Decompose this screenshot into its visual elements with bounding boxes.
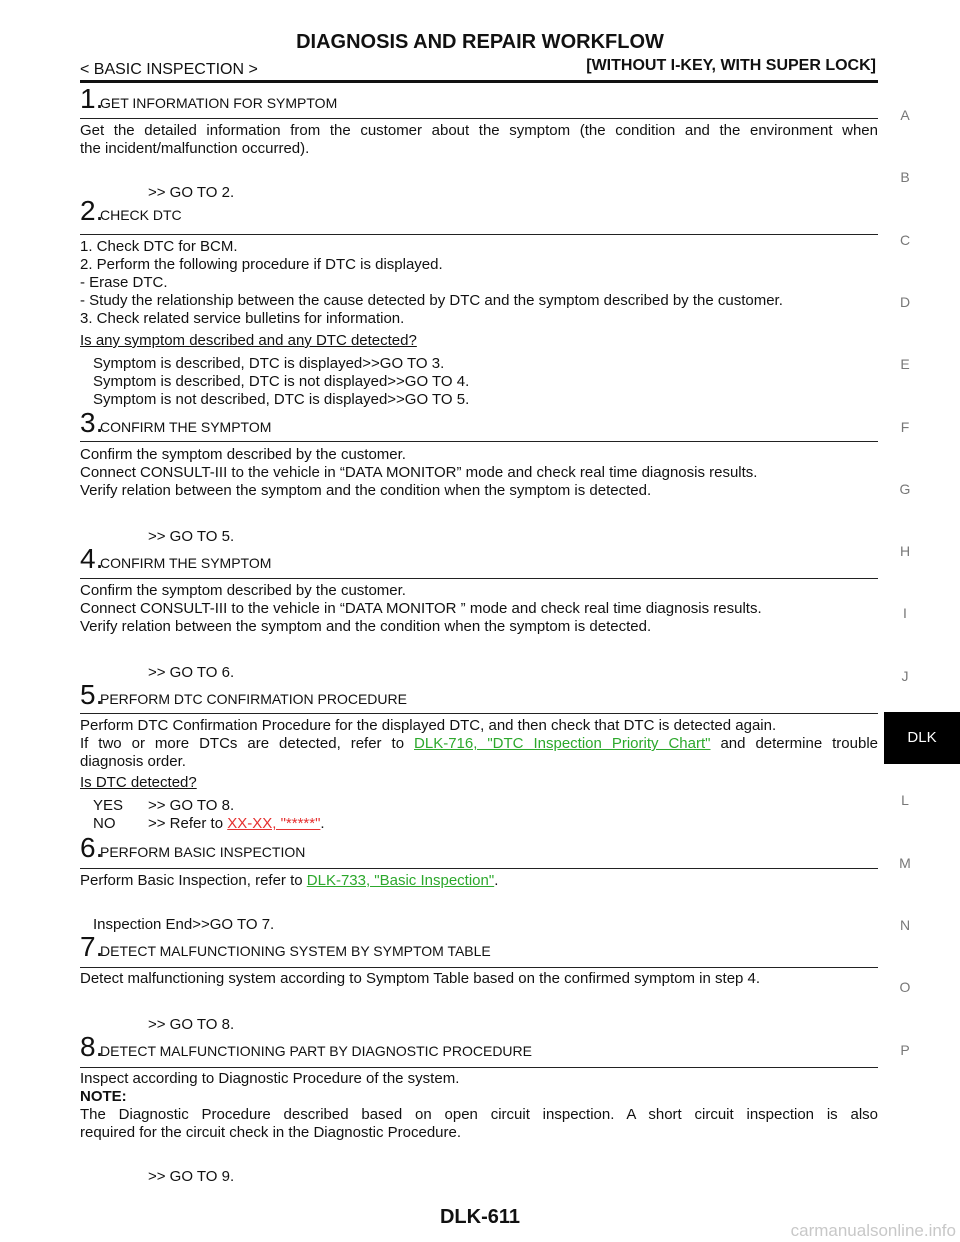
next-step: >> GO TO 9. (148, 1168, 235, 1185)
note-text: The Diagnostic Procedure described based… (80, 1106, 878, 1123)
body-text: - Erase DTC. (80, 274, 168, 291)
step-title: PERFORM BASIC INSPECTION (100, 844, 306, 860)
body-text: Perform DTC Confirmation Procedure for t… (80, 717, 777, 734)
step-title: CONFIRM THE SYMPTOM (100, 555, 272, 571)
section: < BASIC INSPECTION > (80, 61, 258, 78)
text: >> Refer to (148, 815, 228, 832)
index-letter: O (899, 979, 911, 996)
rule (80, 118, 878, 119)
body-text: the incident/malfunction occurred). (80, 140, 310, 157)
index-letter: P (900, 1041, 910, 1058)
body-text: If two or more DTCs are detected, refer … (80, 735, 878, 753)
step-number: 6. (80, 832, 104, 863)
index-letter: B (900, 169, 910, 186)
index-letter: A (900, 107, 910, 123)
body-text: Perform Basic Inspection, refer to DLK-7… (80, 872, 498, 890)
result: Symptom is described, DTC is not display… (93, 373, 470, 390)
step-number: 4. (80, 543, 104, 574)
body-text: Connect CONSULT-III to the vehicle in “D… (80, 464, 758, 481)
next-step: >> GO TO 8. (148, 1016, 235, 1033)
index-letter: J (901, 667, 909, 684)
index-letter: D (899, 293, 911, 310)
body-text: Detect malfunctioning system according t… (80, 970, 761, 987)
index-letter: N (899, 916, 911, 933)
rule (80, 234, 878, 235)
text: >> GO TO 8. (148, 797, 235, 814)
result: Symptom is described, DTC is displayed>>… (93, 355, 445, 372)
step-title: DETECT MALFUNCTIONING PART BY DIAGNOSTIC… (100, 1043, 532, 1059)
index-letter: I (903, 605, 907, 622)
result-label: NO (93, 815, 116, 832)
body-text: - Study the relationship between the cau… (80, 292, 783, 309)
body-text: Verify relation between the symptom and … (80, 482, 652, 499)
text: Perform Basic Inspection, refer to (80, 872, 307, 889)
rule (80, 1067, 878, 1068)
index-letter: F (900, 418, 910, 435)
step-title: CONFIRM THE SYMPTOM (100, 419, 272, 435)
step-number: 2. (80, 195, 104, 226)
page-title: DIAGNOSIS AND REPAIR WORKFLOW (296, 31, 664, 53)
index-tab-label: DLK (907, 729, 937, 746)
text: If two or more DTCs are detected, refer … (80, 735, 415, 752)
note-label: NOTE: (80, 1088, 127, 1105)
step-number: 8. (80, 1031, 104, 1062)
link[interactable]: XX-XX, "*****" (227, 815, 321, 832)
body-text: 2. Perform the following procedure if DT… (80, 256, 443, 273)
body-text: Confirm the symptom described by the cus… (80, 582, 406, 599)
step-title: DETECT MALFUNCTIONING SYSTEM BY SYMPTOM … (100, 943, 491, 959)
step-title: CHECK DTC (100, 207, 182, 223)
body-text: 3. Check related service bulletins for i… (80, 310, 405, 327)
result-label: YES (93, 797, 124, 814)
question: Is any symptom described and any DTC det… (80, 332, 417, 349)
link[interactable]: DLK-716, "DTC Inspection Priority Chart" (414, 735, 711, 752)
step-number: 7. (80, 931, 104, 962)
rule (80, 868, 878, 869)
step-number: 1. (80, 83, 104, 114)
body-text: diagnosis order. (80, 753, 186, 770)
index-letter: G (899, 480, 911, 497)
index-letter: H (899, 543, 911, 560)
next-step: Inspection End>>GO TO 7. (93, 916, 275, 933)
rule (80, 578, 878, 579)
link[interactable]: DLK-733, "Basic Inspection" (306, 872, 495, 889)
result: >> Refer to XX-XX, "*****". (148, 815, 325, 833)
rule (80, 441, 878, 442)
text: and determine trouble (710, 735, 878, 752)
next-step: >> GO TO 2. (148, 184, 235, 201)
body-text: Inspect according to Diagnostic Procedur… (80, 1070, 460, 1087)
step-title: PERFORM DTC CONFIRMATION PROCEDURE (100, 691, 407, 707)
text: . (320, 815, 325, 832)
text: . (494, 872, 499, 889)
note-text: required for the circuit check in the Di… (80, 1124, 462, 1141)
body-text: Confirm the symptom described by the cus… (80, 446, 406, 463)
question: Is DTC detected? (80, 774, 197, 791)
step-number: 3. (80, 407, 104, 438)
rule (80, 967, 878, 968)
index-letter: L (901, 792, 909, 809)
body-text: Verify relation between the symptom and … (80, 618, 652, 635)
index-letter: C (899, 231, 911, 248)
scope: [WITHOUT I-KEY, WITH SUPER LOCK] (586, 57, 876, 74)
next-step: >> GO TO 5. (148, 528, 235, 545)
rule (80, 713, 878, 714)
body-text: 1. Check DTC for BCM. (80, 238, 238, 255)
index-tab (884, 712, 960, 764)
result: Symptom is not described, DTC is display… (93, 391, 470, 408)
result: >> GO TO 8. (148, 797, 234, 815)
body-text: Get the detailed information from the cu… (80, 122, 878, 139)
index-letter: E (900, 356, 910, 373)
watermark: carmanualsonline.info (790, 1221, 956, 1240)
header-rule (80, 80, 878, 83)
body-text: Connect CONSULT-III to the vehicle in “D… (80, 600, 762, 617)
step-number: 5. (80, 679, 104, 710)
next-step: >> GO TO 6. (148, 664, 235, 681)
page-number: DLK-611 (439, 1206, 521, 1228)
step-title: GET INFORMATION FOR SYMPTOM (100, 95, 338, 111)
index-letter: M (899, 854, 911, 871)
